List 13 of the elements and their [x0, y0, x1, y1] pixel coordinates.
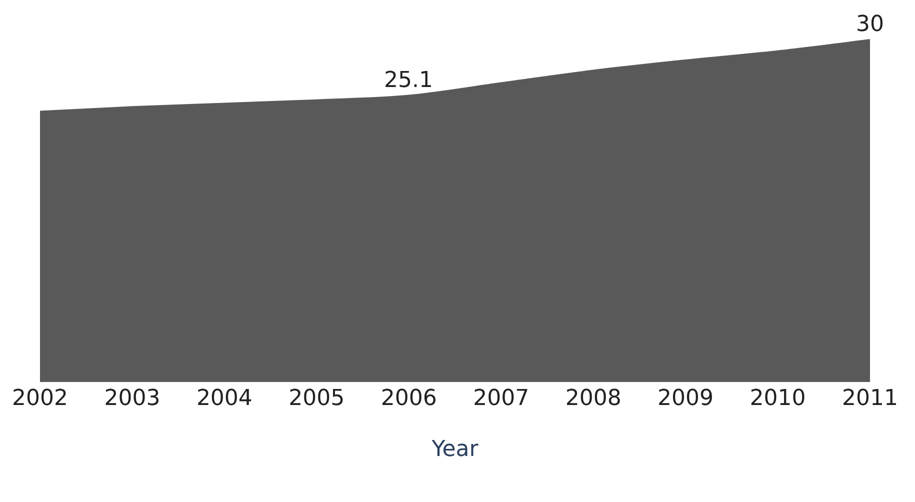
x-tick-label: 2003 — [104, 386, 160, 411]
x-tick-label: 2005 — [288, 386, 345, 411]
x-tick-label: 2011 — [842, 386, 898, 411]
x-tick-label: 2006 — [380, 386, 437, 411]
x-tick-label: 2010 — [750, 386, 806, 411]
x-axis-title: Year — [430, 436, 480, 462]
x-tick-label: 2008 — [565, 386, 622, 411]
x-tick-label: 2004 — [196, 386, 252, 411]
x-tick-label: 2007 — [473, 386, 530, 411]
data-label: 25.1 — [384, 68, 433, 93]
x-tick-label: 2009 — [658, 386, 714, 411]
data-label: 30 — [856, 12, 884, 37]
x-tick-label: 2002 — [12, 386, 68, 411]
